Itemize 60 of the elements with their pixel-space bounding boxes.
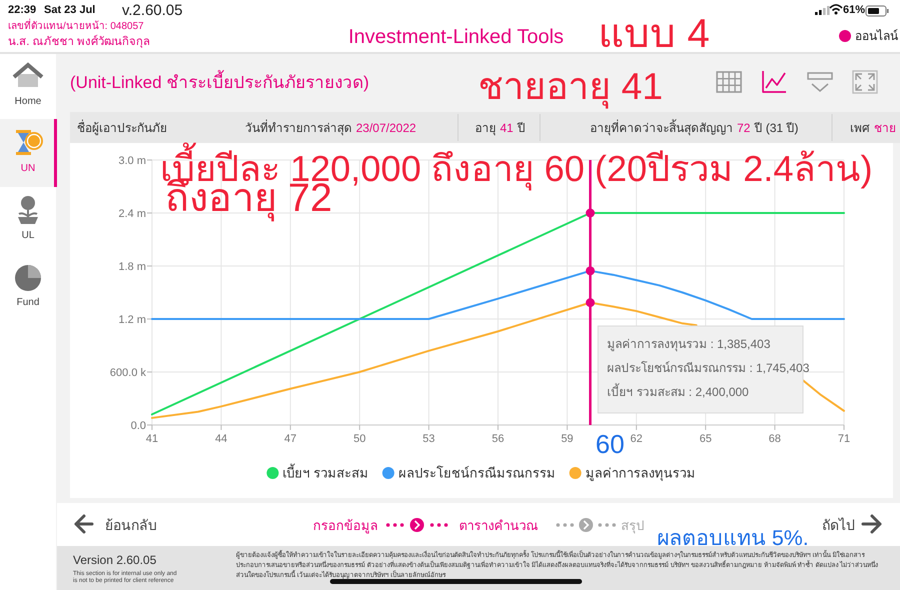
x-tick-label: 53: [422, 433, 435, 445]
text: Sat 23 Jul: [44, 4, 96, 16]
annotation: เบี้ยฯ รวมสะสม : 2,400,000: [607, 383, 750, 399]
x-tick-label: 68: [768, 433, 781, 445]
chart-title: Investment-Linked Tools: [348, 26, 564, 48]
text: v.2.60.05: [122, 2, 183, 19]
text: UN: [20, 163, 36, 174]
text: 61%: [843, 4, 866, 16]
text: ย้อนกลับ: [105, 517, 157, 533]
text: ถัดไป: [822, 517, 855, 533]
y-tick-label: 1.2 m: [118, 314, 146, 326]
x-tick-label: 56: [492, 433, 504, 445]
x-tick-label: 47: [284, 433, 297, 445]
text: ออนไลน์: [855, 29, 898, 43]
text: Home: [14, 96, 42, 107]
text: ผลตอบแทน 5%.: [657, 526, 809, 550]
text: อายุที่คาดว่าจะสิ้นสุดสัญญา: [590, 119, 733, 136]
y-tick-label: 1.8 m: [118, 261, 146, 273]
text: อายุ: [475, 121, 496, 136]
text: 22:39: [8, 4, 36, 16]
y-tick-label: 2.4 m: [118, 208, 146, 220]
x-tick-label: 62: [630, 433, 643, 445]
text: ชายอายุ 41: [478, 65, 663, 109]
x-tick-label: 50: [353, 433, 366, 445]
point: [586, 208, 595, 218]
annotation: มูลค่าการลงทุนรวม : 1,385,403: [607, 337, 771, 352]
text: 41: [500, 121, 514, 135]
legend-label: มูลค่าการลงทุนรวม: [585, 466, 696, 482]
text: UL: [22, 230, 35, 241]
text: ตารางคำนวณ: [459, 518, 538, 533]
x-tick-label: 71: [838, 433, 850, 445]
text: ชาย: [874, 121, 896, 135]
x-tick-label: 44: [215, 433, 228, 445]
text: น.ส. ณภัชชา พงศ์วัฒนกิจกุล: [8, 34, 150, 48]
text: ชื่อผู้เอาประกันภัย: [77, 119, 167, 136]
text: กรอกข้อมูล: [313, 518, 378, 534]
point: [586, 266, 595, 276]
y-tick-label: 0.0: [130, 420, 146, 432]
text: เพศ: [850, 121, 870, 135]
text: วันที่ทำรายการล่าสุด: [245, 119, 352, 136]
point: [586, 298, 595, 308]
x-tick-label: 65: [699, 433, 712, 445]
text: เลขที่ตัวแทน/นายหน้า: 048057: [8, 18, 144, 32]
legend-label: ผลประโยชน์กรณีมรณกรรม: [398, 466, 556, 480]
x-tick-label: 59: [561, 433, 574, 445]
text: แบบ 4: [598, 10, 710, 56]
text: Fund: [16, 297, 40, 308]
text: 72: [737, 121, 751, 135]
y-tick-label: 3.0 m: [118, 155, 146, 167]
text: 60: [596, 429, 624, 459]
chart-subtitle: (Unit-Linked ชำระเบี้ยประกันภัยรายงวด): [70, 70, 370, 92]
annotation: ผลประโยชน์กรณีมรณกรรม : 1,745,403: [607, 361, 810, 375]
text: สรุป: [621, 518, 644, 534]
y-tick-label: 600.0 k: [110, 367, 146, 379]
text: ปี: [516, 121, 526, 135]
x-tick-label: 41: [146, 433, 158, 445]
text: 23/07/2022: [356, 121, 416, 135]
legend-label: เบี้ยฯ รวมสะสม: [282, 464, 368, 480]
text: ปี (31 ปี): [753, 121, 798, 135]
text: Version 2.60.05: [73, 553, 157, 567]
